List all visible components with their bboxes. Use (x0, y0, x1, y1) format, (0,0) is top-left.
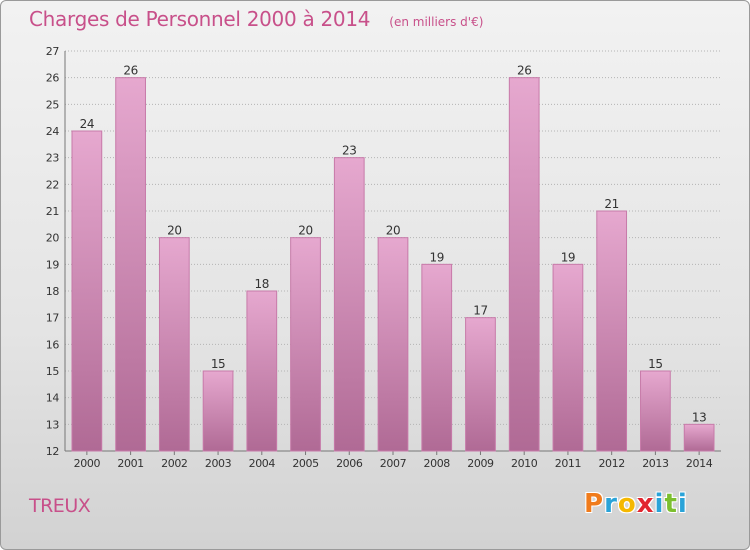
data-label-2001: 26 (123, 64, 137, 78)
logo-letter: P (584, 489, 605, 519)
labels: 12 13 14 15 16 17 18 19 20 21 22 23 24 25 26 27 24 2000 26… (46, 45, 713, 470)
data-label-2000: 24 (80, 117, 94, 131)
logo-letter: i (654, 489, 665, 519)
x-tick-label-2013: 2013 (642, 457, 669, 470)
bar-2002 (158, 237, 190, 452)
data-label-2003: 15 (211, 357, 225, 371)
x-tick-label-2012: 2012 (598, 457, 624, 470)
title-row: Charges de Personnel 2000 à 2014 (en mil… (29, 7, 483, 31)
y-tick-label: 25 (46, 98, 60, 111)
bar-2012 (596, 210, 628, 452)
data-label-2012: 21 (604, 197, 618, 211)
y-tick-label: 21 (46, 205, 59, 218)
bar-2008 (421, 263, 453, 452)
x-tick-label-2010: 2010 (511, 457, 538, 470)
bar-2011 (552, 263, 584, 452)
data-label-2009: 17 (473, 304, 487, 318)
x-tick-label-2004: 2004 (249, 457, 276, 470)
y-tick-label: 14 (46, 392, 60, 405)
data-label-2008: 19 (429, 250, 443, 264)
bar-2009 (465, 317, 496, 452)
x-tick-label-2003: 2003 (205, 457, 232, 470)
bar-2003 (202, 370, 234, 452)
data-label-2011: 19 (561, 250, 575, 264)
x-tick-label-2005: 2005 (292, 457, 319, 470)
proxiti-logo[interactable]: Proxiti (584, 489, 688, 519)
chart-title: Charges de Personnel 2000 à 2014 (29, 7, 371, 31)
bar-2014 (683, 423, 715, 452)
y-tick-label: 27 (46, 45, 60, 58)
y-tick-label: 18 (46, 285, 60, 298)
data-label-2007: 20 (386, 224, 400, 238)
y-tick-label: 15 (46, 365, 60, 378)
y-tick-label: 26 (46, 72, 60, 85)
x-tick-label-2011: 2011 (555, 457, 581, 470)
data-label-2010: 26 (517, 64, 531, 78)
data-label-2013: 15 (648, 357, 662, 371)
y-tick-label: 23 (46, 152, 60, 165)
data-label-2005: 20 (298, 224, 312, 238)
y-tick-label: 22 (46, 178, 59, 191)
bar-2004 (246, 290, 278, 452)
y-tick-label: 17 (46, 312, 60, 325)
logo-letter: r (604, 489, 618, 519)
x-tick-label-2006: 2006 (336, 457, 363, 470)
logo-letter: i (677, 489, 688, 519)
logo-letter: o (617, 489, 637, 519)
bar-2001 (115, 77, 146, 452)
x-tick-label-2014: 2014 (686, 457, 713, 470)
data-label-2006: 23 (342, 144, 356, 158)
y-tick-label: 24 (46, 125, 60, 138)
x-tick-label-2008: 2008 (424, 457, 451, 470)
bars (71, 77, 715, 452)
x-tick-label-2000: 2000 (74, 457, 101, 470)
bar-2006 (333, 157, 365, 452)
y-tick-label: 16 (46, 338, 60, 351)
bar-2007 (377, 237, 409, 452)
logo-letter: x (636, 489, 655, 519)
data-label-2004: 18 (255, 277, 269, 291)
y-tick-label: 13 (46, 418, 60, 431)
chart-subtitle: (en milliers d'€) (389, 15, 484, 29)
x-tick-label-2007: 2007 (380, 457, 407, 470)
y-tick-label: 12 (46, 445, 59, 458)
bar-2005 (290, 237, 321, 452)
x-tick-label-2001: 2001 (117, 457, 143, 470)
x-tick-label-2009: 2009 (467, 457, 494, 470)
x-tick-label-2002: 2002 (161, 457, 187, 470)
bar-2010 (508, 77, 540, 452)
y-tick-label: 20 (46, 232, 60, 245)
data-label-2014: 13 (692, 410, 706, 424)
logo-letter: t (664, 489, 678, 519)
bar-2000 (71, 130, 103, 452)
data-label-2002: 20 (167, 224, 181, 238)
bar-2013 (640, 370, 671, 452)
commune-name: TREUX (29, 495, 91, 517)
y-tick-label: 19 (46, 258, 60, 271)
